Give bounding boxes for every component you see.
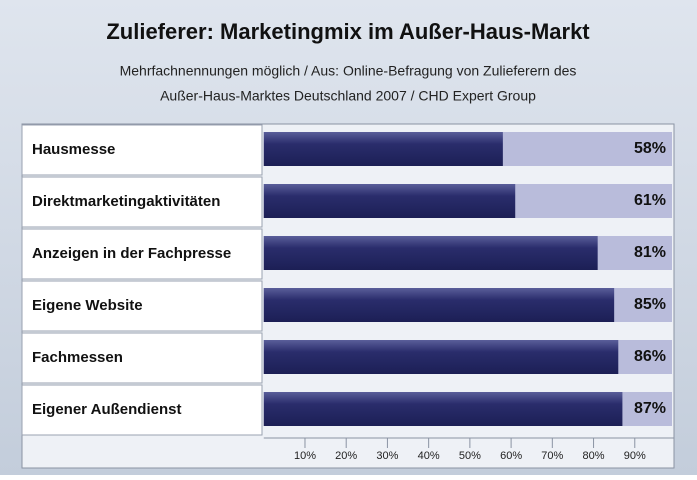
label-cell bbox=[21, 384, 263, 436]
bar bbox=[263, 132, 503, 166]
label-cell bbox=[21, 280, 263, 332]
bar bbox=[263, 236, 598, 270]
x-tick-label: 90% bbox=[624, 450, 646, 462]
label-cell bbox=[21, 332, 263, 384]
category-label: Eigener Außendienst bbox=[32, 401, 181, 418]
x-tick-label: 80% bbox=[583, 450, 605, 462]
label-cell bbox=[21, 124, 263, 176]
bar bbox=[263, 392, 623, 426]
category-label: Anzeigen in der Fachpresse bbox=[32, 245, 231, 262]
x-tick-label: 70% bbox=[541, 450, 563, 462]
category-label: Direktmarketingaktivitäten bbox=[32, 193, 220, 210]
label-cell bbox=[21, 176, 263, 228]
x-tick-label: 20% bbox=[335, 450, 357, 462]
value-label: 58% bbox=[634, 140, 666, 157]
value-label: 85% bbox=[634, 296, 666, 313]
label-cell bbox=[21, 228, 263, 280]
bar bbox=[263, 184, 516, 218]
x-tick-label: 60% bbox=[500, 450, 522, 462]
value-label: 81% bbox=[634, 244, 666, 261]
bar bbox=[263, 288, 615, 322]
x-tick-label: 40% bbox=[418, 450, 440, 462]
value-label: 86% bbox=[634, 348, 666, 365]
subtitle: Außer-Haus-Marktes Deutschland 2007 / CH… bbox=[160, 88, 536, 104]
x-tick-label: 50% bbox=[459, 450, 481, 462]
subtitle: Mehrfachnennungen möglich / Aus: Online-… bbox=[120, 63, 577, 79]
x-tick-label: 10% bbox=[294, 450, 316, 462]
bar bbox=[263, 340, 619, 374]
x-tick-label: 30% bbox=[376, 450, 398, 462]
category-label: Fachmessen bbox=[32, 349, 123, 366]
category-label: Eigene Website bbox=[32, 297, 143, 314]
value-label: 87% bbox=[634, 400, 666, 417]
value-label: 61% bbox=[634, 192, 666, 209]
chart-title: Zulieferer: Marketingmix im Außer-Haus-M… bbox=[106, 19, 590, 44]
category-label: Hausmesse bbox=[32, 141, 115, 158]
